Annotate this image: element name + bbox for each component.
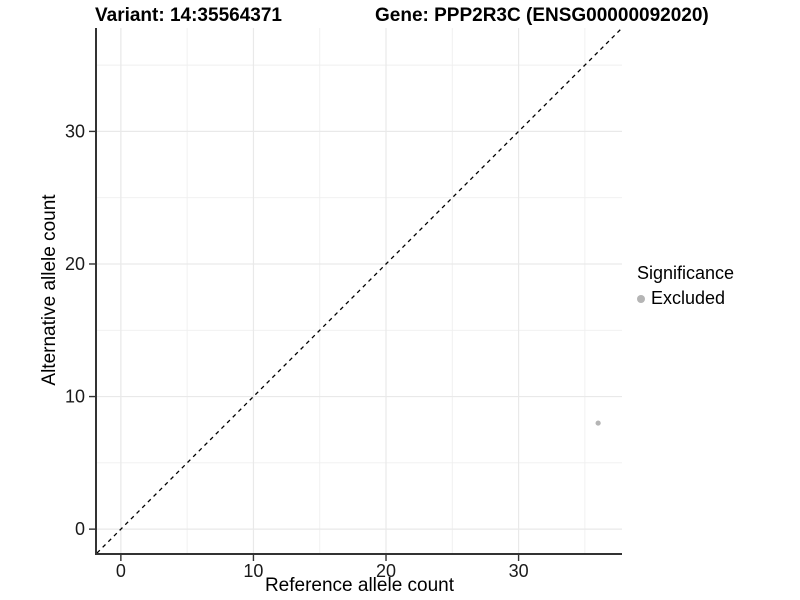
- axis-lines: [95, 28, 622, 555]
- grid-major-lines: [97, 28, 622, 553]
- svg-text:30: 30: [509, 561, 529, 581]
- legend-entry-label: Excluded: [651, 288, 726, 308]
- identity-reference-line: [96, 27, 623, 554]
- legend: Significance Excluded: [637, 263, 734, 309]
- svg-text:0: 0: [75, 519, 85, 539]
- legend-title: Significance: [637, 263, 735, 283]
- x-axis-title: Reference allele count: [264, 575, 455, 596]
- svg-text:10: 10: [65, 387, 85, 407]
- axis-tick-marks: [89, 130, 520, 561]
- svg-text:0: 0: [116, 561, 126, 581]
- svg-text:20: 20: [65, 254, 85, 274]
- gene-title: Gene: PPP2R3C (ENSG00000092020): [375, 5, 709, 26]
- x-tick-labels: 0 10 20 30: [116, 561, 529, 581]
- svg-text:10: 10: [243, 561, 263, 581]
- variant-title: Variant: 14:35564371: [95, 5, 282, 26]
- y-axis-title: Alternative allele count: [39, 194, 60, 386]
- grid-minor-lines: [97, 28, 622, 553]
- y-tick-labels: 0 10 20 30: [65, 121, 85, 539]
- svg-text:20: 20: [376, 561, 396, 581]
- svg-text:30: 30: [65, 121, 85, 141]
- data-point: [595, 420, 601, 426]
- legend-key-dot: [637, 294, 645, 303]
- data-points: [595, 420, 601, 426]
- legend-entry-excluded: Excluded: [637, 288, 734, 309]
